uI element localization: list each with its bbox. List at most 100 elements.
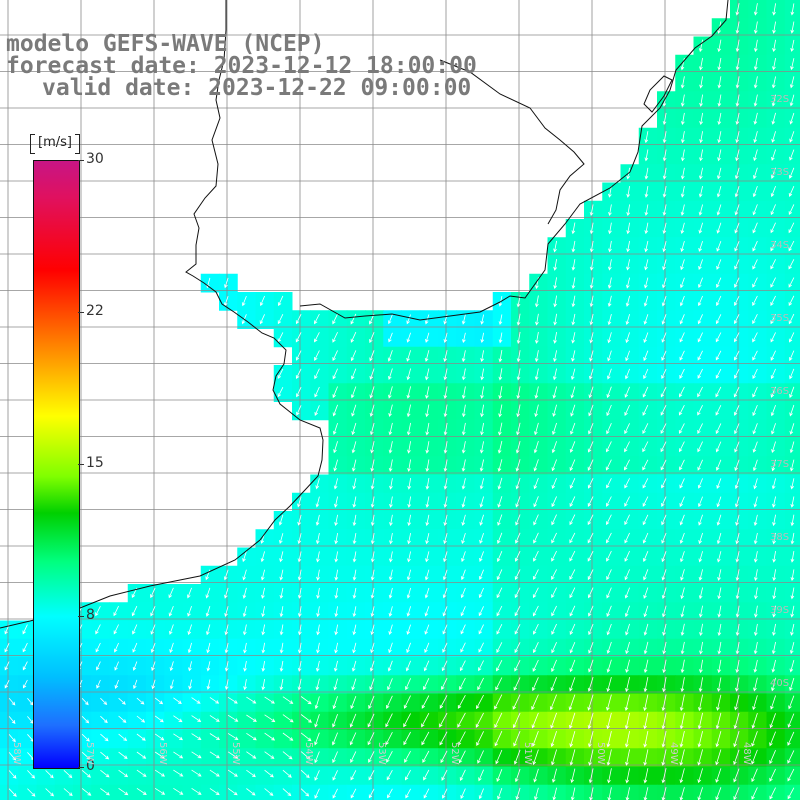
speed-cell <box>492 365 512 384</box>
lon-label: 54W <box>303 742 314 765</box>
wind-arrow <box>350 751 357 763</box>
speed-cell <box>675 383 694 402</box>
speed-cell <box>127 675 147 694</box>
wind-arrow <box>735 76 740 89</box>
wind-arrow <box>752 314 758 325</box>
speed-cell <box>711 365 731 384</box>
wind-arrow <box>570 422 576 435</box>
speed-cell <box>620 511 640 530</box>
speed-cell <box>273 620 293 640</box>
speed-cell <box>748 219 767 238</box>
speed-cell <box>346 748 366 767</box>
speed-cell <box>730 565 749 585</box>
wind-arrow <box>114 642 119 653</box>
wind-arrow <box>771 459 776 472</box>
speed-cell <box>365 419 384 439</box>
wind-arrow <box>772 623 776 636</box>
wind-arrow <box>551 605 557 617</box>
wind-arrow <box>151 679 156 690</box>
speed-cell <box>511 657 530 676</box>
wind-arrow <box>461 350 466 363</box>
speed-cell <box>474 748 494 767</box>
wind-arrow <box>753 3 758 16</box>
wind-arrow <box>387 660 393 672</box>
speed-cell <box>638 438 658 457</box>
speed-cell <box>237 602 256 621</box>
wind-arrow <box>425 386 430 399</box>
wind-arrow <box>406 587 411 599</box>
speed-cell <box>237 638 256 658</box>
speed-cell <box>766 730 786 749</box>
speed-cell <box>565 620 585 640</box>
speed-cell <box>164 748 183 767</box>
wind-arrow <box>551 659 557 673</box>
wind-arrow <box>314 350 320 361</box>
wind-arrow <box>388 441 393 454</box>
wind-arrow <box>643 623 649 636</box>
speed-cell <box>657 529 676 548</box>
speed-cell <box>784 511 800 530</box>
wind-arrow <box>789 677 795 691</box>
speed-cell <box>784 584 800 603</box>
wind-arrow <box>350 313 357 325</box>
wind-arrow <box>516 313 521 326</box>
wind-arrow <box>642 441 649 453</box>
wind-arrow <box>588 731 594 748</box>
wind-arrow <box>227 733 239 741</box>
speed-cell <box>675 146 694 165</box>
wind-arrow <box>297 551 302 563</box>
wind-arrow <box>716 277 722 288</box>
wind-arrow <box>388 404 393 418</box>
wind-arrow <box>790 3 795 16</box>
lon-label: 57W <box>84 742 95 765</box>
speed-cell <box>365 328 384 348</box>
wind-arrow <box>569 550 576 562</box>
wind-arrow <box>735 641 740 655</box>
wind-arrow <box>717 551 722 563</box>
wind-arrow <box>496 624 503 635</box>
wind-arrow <box>680 94 685 107</box>
speed-cell <box>310 620 329 640</box>
wind-arrow <box>698 277 703 289</box>
speed-cell <box>602 346 621 366</box>
wind-arrow <box>662 94 667 107</box>
wind-arrow <box>735 94 740 107</box>
speed-cell <box>292 401 311 421</box>
speed-cell <box>675 474 694 494</box>
wind-arrow <box>752 332 758 343</box>
speed-cell <box>146 784 165 800</box>
speed-cell <box>620 255 640 275</box>
speed-cell <box>766 182 786 202</box>
wind-arrow <box>421 713 430 728</box>
speed-cell <box>492 602 512 621</box>
speed-cell <box>237 766 256 786</box>
wind-arrow <box>297 606 302 618</box>
speed-cell <box>219 730 238 749</box>
speed-cell <box>693 219 713 238</box>
speed-cell <box>127 620 147 640</box>
wind-arrow <box>624 386 630 398</box>
wind-arrow <box>606 676 612 692</box>
speed-cell <box>638 146 658 165</box>
wind-arrow <box>772 605 776 618</box>
wind-arrow <box>425 514 430 527</box>
wind-arrow <box>589 204 594 217</box>
wind-arrow <box>241 295 247 307</box>
speed-cell <box>584 657 603 676</box>
wind-arrow <box>406 386 411 399</box>
speed-cell <box>784 292 800 311</box>
wind-arrow <box>662 167 667 180</box>
wind-arrow <box>699 623 703 637</box>
wind-arrow <box>533 623 539 635</box>
speed-cell <box>638 620 658 640</box>
wind-arrow <box>150 642 156 653</box>
speed-cell <box>200 693 220 713</box>
speed-cell <box>711 328 731 348</box>
speed-cell <box>492 529 512 548</box>
wind-arrow <box>516 422 521 436</box>
speed-cell <box>547 255 567 275</box>
wind-arrow <box>717 131 722 144</box>
wind-arrow <box>735 677 740 692</box>
speed-cell <box>273 511 293 530</box>
wind-arrow <box>457 731 466 746</box>
